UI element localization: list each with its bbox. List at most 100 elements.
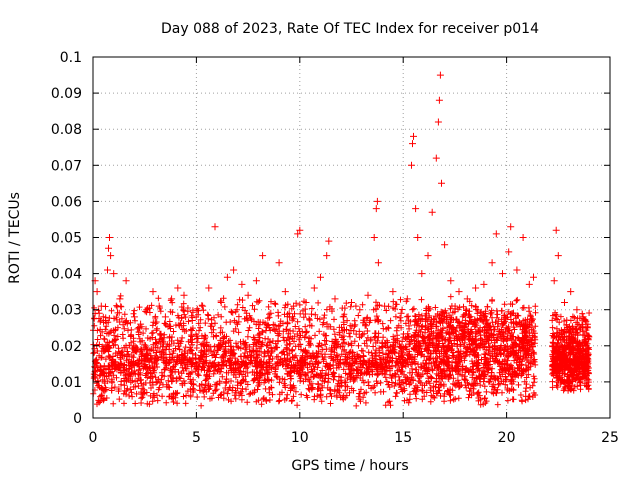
data-point	[296, 226, 304, 234]
data-point	[323, 252, 331, 260]
data-point	[364, 291, 372, 299]
data-point	[505, 248, 513, 256]
data-point	[130, 313, 138, 321]
data-point	[550, 277, 558, 285]
data-point	[513, 266, 521, 274]
data-point	[211, 223, 219, 231]
data-point	[579, 313, 587, 321]
data-point	[389, 288, 397, 296]
data-point	[217, 299, 225, 306]
y-axis-ticks: 0 0.01 0.02 0.03 0.04 0.05 0.06 0.07 0.08 0.09 0.1	[51, 50, 610, 427]
data-point	[174, 284, 182, 292]
y-tick-label: 0.04	[51, 267, 82, 283]
x-axis-ticks: 0 5 10 15 20 25	[89, 57, 619, 446]
data-point-cluster	[549, 309, 593, 355]
data-point	[488, 259, 496, 267]
data-point	[93, 288, 101, 296]
data-point	[410, 132, 417, 140]
data-point	[223, 273, 231, 281]
data-point	[424, 252, 432, 260]
data-point	[104, 266, 111, 274]
data-point	[492, 230, 500, 238]
data-point	[408, 161, 415, 169]
data-point	[137, 320, 145, 328]
data-point	[567, 288, 575, 296]
data-point	[418, 270, 426, 278]
chart-title: Day 088 of 2023, Rate Of TEC Index for r…	[161, 21, 539, 37]
data-point	[435, 96, 443, 104]
data-point	[143, 306, 151, 314]
data-point	[259, 252, 267, 260]
data-point	[372, 205, 380, 213]
data-point	[525, 280, 533, 288]
data-point-cluster	[90, 329, 539, 399]
y-axis-label: ROTI / TECUs	[7, 192, 23, 284]
data-point	[106, 234, 113, 241]
data-point	[397, 309, 405, 317]
data-point	[205, 284, 213, 292]
data-point	[480, 280, 488, 288]
x-tick-label: 15	[394, 430, 412, 446]
data-point	[122, 277, 130, 285]
y-tick-label: 0.09	[51, 86, 82, 102]
data-point	[252, 277, 260, 285]
data-point	[403, 295, 411, 303]
data-point	[238, 280, 246, 288]
data-point	[95, 309, 103, 317]
y-tick-label: 0.05	[51, 231, 82, 247]
y-tick-label: 0	[73, 411, 82, 427]
data-point	[149, 288, 157, 296]
data-point	[155, 302, 163, 310]
data-point-cluster	[410, 303, 539, 364]
data-point-cluster	[90, 292, 539, 355]
data-point	[472, 284, 480, 292]
data-point	[432, 154, 440, 162]
data-point-cluster	[94, 383, 539, 409]
data-point	[434, 118, 442, 126]
data-point	[105, 244, 112, 252]
data-point	[583, 324, 591, 332]
data-point	[267, 309, 275, 317]
data-point	[110, 270, 118, 278]
data-point	[356, 306, 364, 314]
data-point	[275, 259, 283, 267]
data-point	[339, 313, 347, 321]
data-point	[561, 299, 568, 306]
data-point	[188, 317, 196, 324]
data-point	[230, 266, 238, 274]
data-point	[331, 295, 339, 303]
data-point	[409, 140, 416, 148]
data-point	[302, 299, 310, 306]
data-point	[180, 291, 188, 299]
data-point	[552, 226, 560, 234]
data-point	[244, 291, 252, 299]
data-point	[554, 252, 562, 260]
data-point	[381, 302, 389, 310]
y-tick-label: 0.07	[51, 158, 82, 174]
data-point	[101, 317, 109, 324]
data-point	[414, 234, 422, 241]
data-point	[447, 277, 455, 285]
data-point	[290, 302, 298, 310]
data-point	[412, 205, 420, 213]
data-point	[317, 273, 324, 281]
data-point	[463, 295, 471, 303]
y-tick-label: 0.02	[51, 339, 82, 355]
data-point	[428, 208, 436, 216]
data-points	[90, 71, 593, 409]
x-tick-label: 0	[89, 430, 98, 446]
data-point	[161, 313, 169, 321]
x-tick-label: 25	[601, 430, 619, 446]
data-point	[499, 270, 506, 278]
data-point	[348, 299, 355, 306]
y-tick-label: 0.1	[60, 50, 82, 66]
data-point	[573, 306, 581, 314]
y-tick-label: 0.01	[51, 375, 82, 391]
data-point	[294, 230, 302, 238]
x-axis-label: GPS time / hours	[291, 458, 408, 474]
data-point	[519, 234, 527, 241]
data-point	[325, 237, 333, 245]
data-point	[107, 252, 115, 260]
data-point	[168, 295, 176, 303]
